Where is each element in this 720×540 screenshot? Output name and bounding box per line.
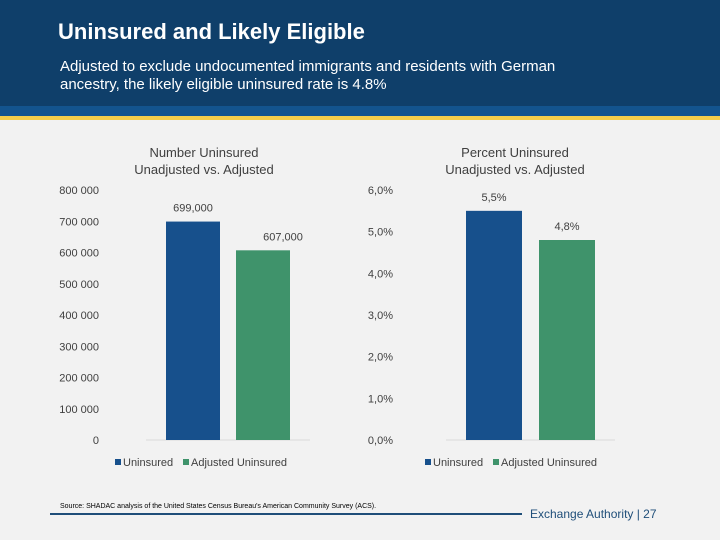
legend-swatch bbox=[493, 459, 499, 465]
legend-label: Uninsured bbox=[123, 457, 173, 469]
chart-title: Number Uninsured bbox=[149, 145, 258, 160]
data-label: 4,8% bbox=[554, 221, 579, 233]
header-band bbox=[0, 0, 720, 106]
y-tick-label: 200 000 bbox=[59, 373, 99, 385]
legend-swatch bbox=[115, 459, 121, 465]
y-tick-label: 6,0% bbox=[368, 185, 393, 197]
y-tick-label: 3,0% bbox=[368, 310, 393, 322]
bar-uninsured bbox=[466, 210, 522, 440]
legend-label: Adjusted Uninsured bbox=[501, 457, 597, 469]
bar-uninsured bbox=[166, 221, 220, 440]
y-tick-label: 1,0% bbox=[368, 393, 393, 405]
y-tick-label: 100 000 bbox=[59, 404, 99, 416]
bar-adjusted bbox=[236, 250, 290, 440]
y-tick-label: 4,0% bbox=[368, 268, 393, 280]
chart-title: Unadjusted vs. Adjusted bbox=[445, 162, 584, 177]
chart-title: Percent Uninsured bbox=[461, 145, 569, 160]
data-label: 607,000 bbox=[263, 231, 303, 243]
header-accent bbox=[0, 116, 720, 120]
page-title: Uninsured and Likely Eligible bbox=[58, 19, 365, 44]
bar-adjusted bbox=[539, 240, 595, 440]
header-stripe bbox=[0, 106, 720, 116]
y-tick-label: 5,0% bbox=[368, 227, 393, 239]
legend-swatch bbox=[425, 459, 431, 465]
source-note: Source: SHADAC analysis of the United St… bbox=[60, 503, 377, 510]
legend-swatch bbox=[183, 459, 189, 465]
chart-title: Unadjusted vs. Adjusted bbox=[134, 162, 273, 177]
y-tick-label: 0,0% bbox=[368, 435, 393, 447]
legend-label: Adjusted Uninsured bbox=[191, 457, 287, 469]
legend-label: Uninsured bbox=[433, 457, 483, 469]
y-tick-label: 800 000 bbox=[59, 185, 99, 197]
page-subtitle: Adjusted to exclude undocumented immigra… bbox=[60, 58, 556, 93]
y-tick-label: 500 000 bbox=[59, 279, 99, 291]
footer-org: Exchange Authority | 27 bbox=[530, 507, 657, 521]
y-tick-label: 2,0% bbox=[368, 352, 393, 364]
data-label: 699,000 bbox=[173, 203, 213, 215]
y-tick-label: 600 000 bbox=[59, 248, 99, 260]
y-tick-label: 700 000 bbox=[59, 216, 99, 228]
y-tick-label: 0 bbox=[93, 435, 99, 447]
y-tick-label: 400 000 bbox=[59, 310, 99, 322]
y-tick-label: 300 000 bbox=[59, 341, 99, 353]
data-label: 5,5% bbox=[481, 192, 506, 204]
footer-rule bbox=[50, 513, 522, 515]
